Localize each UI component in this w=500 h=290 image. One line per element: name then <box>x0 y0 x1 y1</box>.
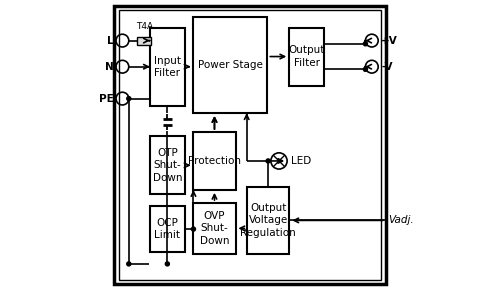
Circle shape <box>364 67 368 71</box>
Circle shape <box>127 262 131 266</box>
Text: T4A: T4A <box>136 22 152 31</box>
Circle shape <box>192 227 196 231</box>
Bar <box>150 206 185 252</box>
Text: LED: LED <box>290 156 311 166</box>
Text: OVP
Shut-
Down: OVP Shut- Down <box>200 211 229 246</box>
Bar <box>247 187 289 254</box>
Bar <box>194 17 268 113</box>
Text: Output
Filter: Output Filter <box>288 45 324 68</box>
Text: PE: PE <box>99 94 114 104</box>
Bar <box>137 37 152 45</box>
Text: -V: -V <box>381 62 392 72</box>
Text: OTP
Shut-
Down: OTP Shut- Down <box>152 148 182 183</box>
Text: N: N <box>105 62 114 72</box>
Circle shape <box>266 159 270 163</box>
Text: Input
Filter: Input Filter <box>154 55 181 78</box>
Text: Vadj.: Vadj. <box>388 215 413 225</box>
Text: Protection: Protection <box>188 156 241 166</box>
Text: +V: +V <box>381 36 398 46</box>
Text: Output
Voltage
Regulation: Output Voltage Regulation <box>240 203 296 238</box>
Text: Power Stage: Power Stage <box>198 60 263 70</box>
Text: L: L <box>107 36 114 46</box>
Bar <box>150 136 185 194</box>
Circle shape <box>127 97 131 101</box>
Circle shape <box>364 42 368 46</box>
Text: OCP
Limit: OCP Limit <box>154 218 180 240</box>
Bar <box>194 203 235 254</box>
Bar <box>150 28 185 106</box>
Circle shape <box>166 262 170 266</box>
Bar <box>194 132 235 190</box>
Bar <box>289 28 324 86</box>
